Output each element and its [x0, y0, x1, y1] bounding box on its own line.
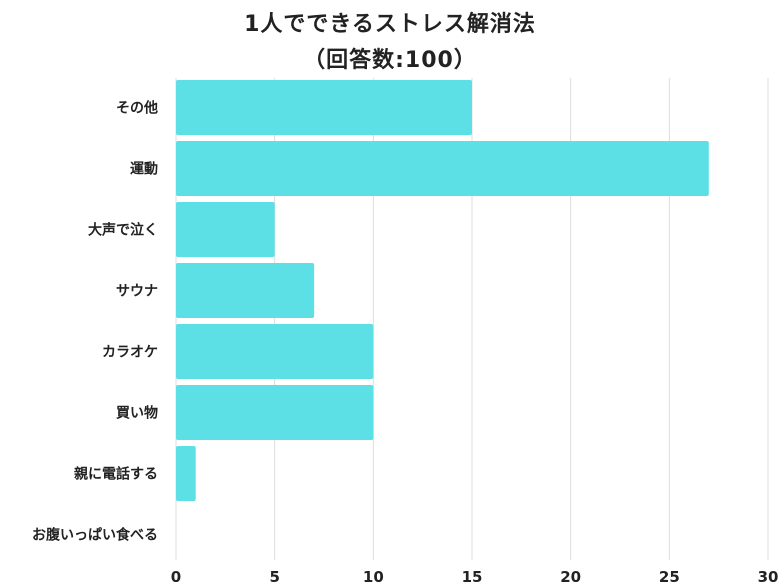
chart-title: 1人でできるストレス解消法	[244, 12, 536, 37]
bar-5	[176, 385, 374, 440]
chart-subtitle: （回答数:100）	[303, 48, 477, 73]
x-tick-label-6: 30	[758, 568, 779, 585]
bar-1	[176, 141, 709, 196]
x-tick-label-5: 25	[659, 568, 680, 585]
bar-0	[176, 80, 472, 135]
category-label-0: その他	[116, 100, 158, 117]
category-label-4: カラオケ	[102, 345, 158, 361]
bar-2	[176, 202, 275, 257]
x-tick-label-4: 20	[560, 568, 581, 585]
x-tick-label-3: 15	[462, 568, 483, 585]
category-label-6: 親に電話する	[74, 466, 158, 483]
x-tick-label-2: 10	[363, 568, 384, 585]
bar-3	[176, 263, 315, 318]
category-label-2: 大声で泣く	[88, 222, 158, 239]
category-label-3: サウナ	[116, 284, 158, 300]
x-tick-label-1: 5	[269, 568, 279, 585]
bar-6	[176, 446, 196, 501]
bar-4	[176, 324, 374, 379]
category-label-7: お腹いっぱい食べる	[32, 527, 158, 544]
x-tick-label-0: 0	[171, 568, 181, 585]
category-label-5: 買い物	[116, 405, 158, 422]
category-label-1: 運動	[130, 161, 158, 178]
